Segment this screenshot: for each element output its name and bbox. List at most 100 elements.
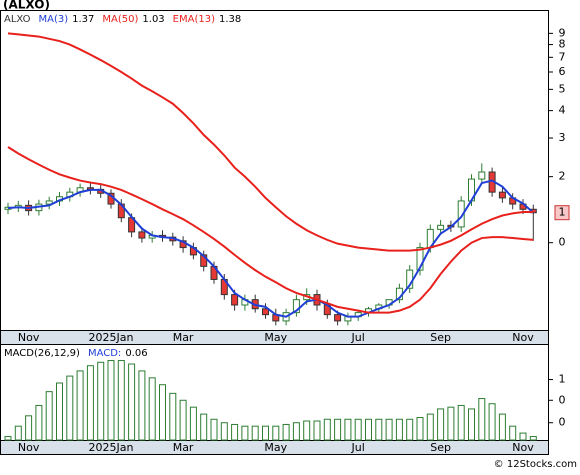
macd-bar [210, 418, 218, 441]
macd-bar [282, 423, 290, 441]
macd-bar [231, 423, 239, 441]
macd-bar [45, 391, 53, 441]
macd-bar [169, 392, 177, 441]
candle-body [416, 247, 424, 271]
macd-bar [159, 384, 166, 441]
macd-bar [303, 420, 311, 441]
macd-bar [365, 418, 372, 441]
watermark: © 12Stocks.com [494, 459, 577, 470]
x-tick-label: Nov [512, 441, 534, 454]
y-tick-label: 4 [559, 104, 566, 117]
macd-bar [375, 418, 383, 441]
x-tick-label: Sep [430, 441, 451, 454]
panel-title: MACD(26,12,9) [4, 348, 80, 359]
macd-bar [76, 370, 84, 441]
y-tick-label: 8 [559, 38, 566, 51]
candle-body [231, 294, 239, 306]
macd-bar [406, 418, 414, 441]
macd-bar [107, 360, 115, 441]
macd-bar [251, 425, 259, 441]
y-tick-label: 9 [559, 26, 566, 39]
macd-bar [478, 398, 486, 441]
macd-bar [457, 404, 465, 441]
macd-bar [14, 425, 22, 441]
macd-bar [25, 415, 33, 441]
y-tick-label: 0 [559, 236, 566, 249]
x-tick-label: Mar [173, 441, 194, 454]
macd-bar [426, 413, 434, 441]
legend-text: MACD: [88, 348, 121, 359]
macd-bar [354, 418, 362, 441]
macd-bar [437, 408, 445, 441]
last-price-label: 1 [559, 206, 566, 219]
legend-text: MA(3) [39, 14, 69, 25]
macd-bar [97, 361, 105, 441]
macd-bar [189, 406, 197, 441]
legend-text: 0.06 [125, 348, 147, 359]
macd-bar [35, 404, 43, 441]
x-tick-label: Mar [173, 331, 194, 344]
y-tick-label: 0 [559, 393, 566, 406]
ma-line [7, 179, 534, 318]
macd-bar [117, 360, 125, 441]
macd-bar [416, 417, 424, 441]
x-tick-label: Sep [430, 331, 451, 344]
y-tick-label: 2 [559, 170, 566, 183]
macd-bar [138, 370, 146, 441]
y-tick-label: 6 [559, 65, 566, 78]
last-price-box [554, 205, 570, 221]
price-panel [0, 10, 549, 331]
candle-body [478, 171, 486, 180]
macd-bar [220, 422, 228, 441]
x-tick-label: Jul [351, 331, 365, 344]
candle-body [334, 314, 342, 322]
y-tick-label: 3 [559, 131, 566, 144]
x-tick-label: May [264, 331, 287, 344]
macd-bar [128, 363, 136, 441]
macd-bar [323, 418, 331, 441]
macd-bar [66, 375, 74, 441]
macd-bar [262, 425, 269, 441]
macd-bar [56, 382, 63, 441]
legend-text: MA(50) [102, 14, 138, 25]
macd-bar [519, 432, 527, 441]
candle-body [138, 231, 146, 239]
macd-bar [395, 418, 403, 441]
legend-text: 1.03 [142, 14, 164, 25]
macd-bar [292, 422, 300, 441]
ma-line [7, 146, 534, 314]
x-tick-label: May [264, 441, 287, 454]
legend-text: ALXO [4, 14, 31, 25]
candle-body [498, 191, 506, 199]
legend-text: EMA(13) [173, 14, 215, 25]
macd-bar [313, 420, 321, 441]
y-tick-label: 7 [559, 50, 566, 63]
x-tick-label: 2025Jan [89, 331, 134, 344]
x-tick-label: Jul [351, 441, 365, 454]
macd-bar [488, 403, 496, 441]
x-tick-label: Nov [18, 441, 40, 454]
legend-text: 1.38 [219, 14, 241, 25]
macd-bar [334, 418, 342, 441]
macd-bar [468, 408, 475, 441]
legend-text: 1.37 [72, 14, 94, 25]
candle-body [262, 308, 269, 316]
candle-body [45, 200, 53, 205]
chart-title: (ALXO) [3, 0, 50, 12]
y-tick-label: 1 [559, 373, 566, 386]
y-tick-label: 0 [559, 416, 566, 429]
macd-bar [509, 425, 517, 441]
x-tick-label: Nov [512, 331, 534, 344]
macd-bar [344, 418, 352, 441]
x-tick-label: 2025Jan [89, 441, 134, 454]
y-tick-label: 5 [559, 82, 566, 95]
macd-bar [498, 413, 506, 441]
macd-bar [241, 425, 249, 441]
macd-bar [148, 377, 156, 441]
macd-bar [200, 413, 208, 441]
macd-bar [179, 399, 187, 441]
macd-bar [529, 436, 537, 441]
candle-body [437, 224, 445, 230]
